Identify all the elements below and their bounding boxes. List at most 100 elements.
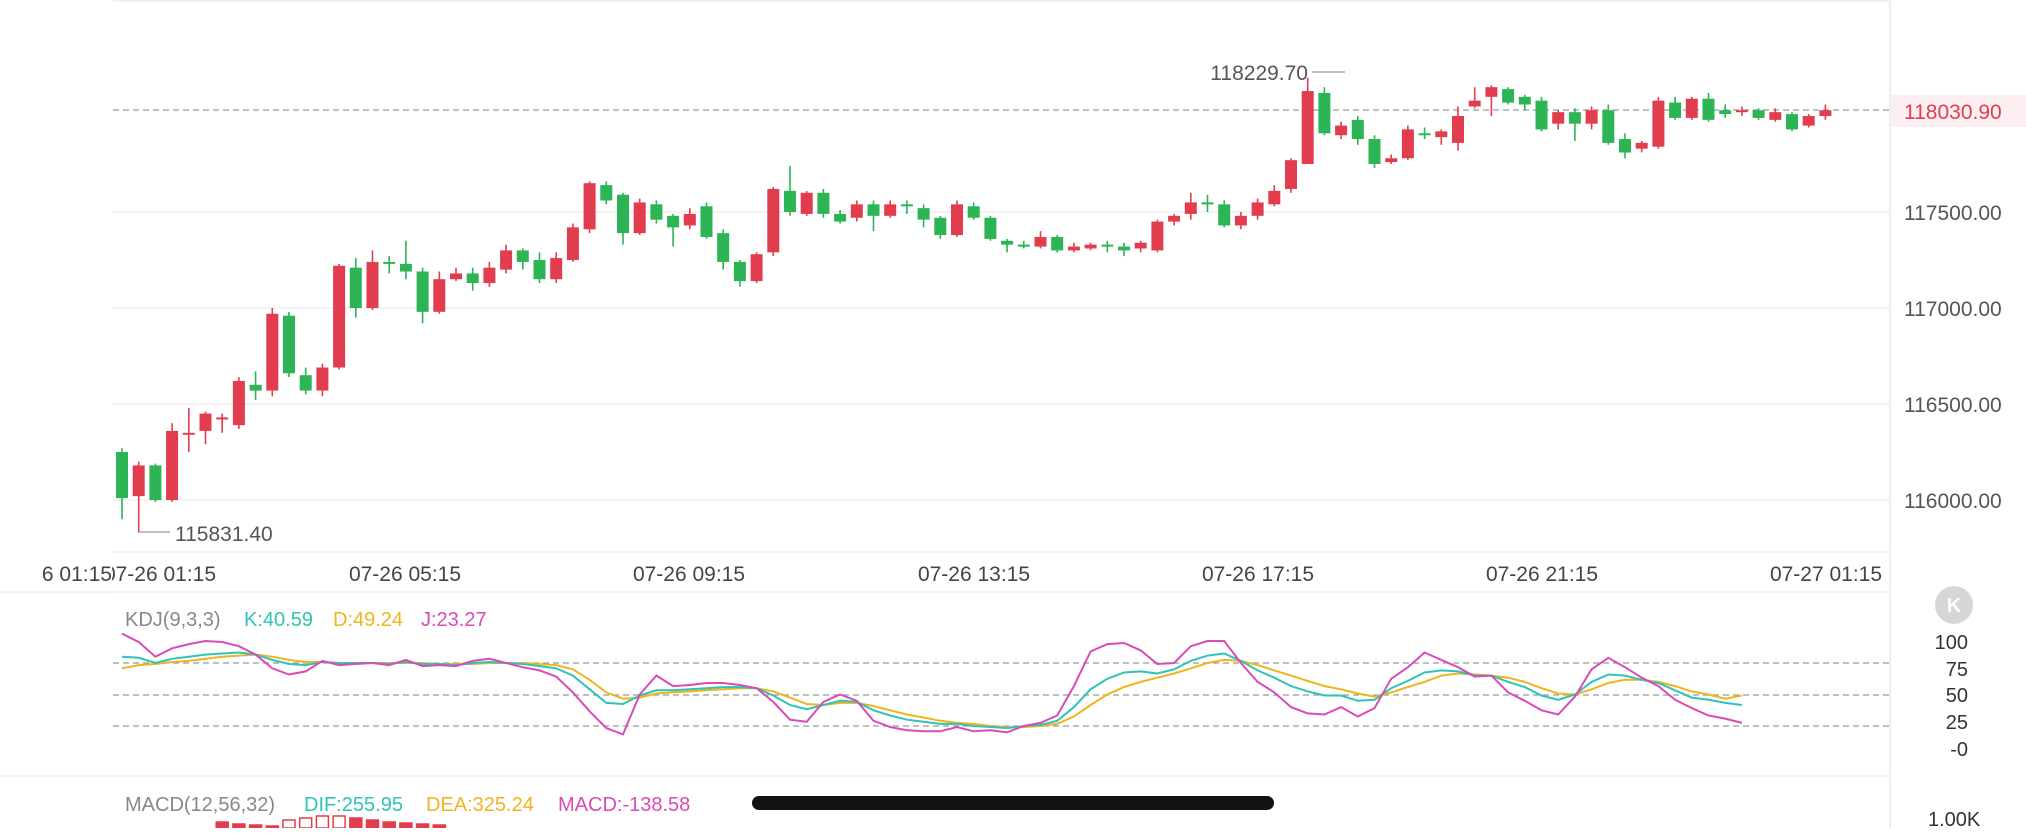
candle-down [1201, 202, 1214, 205]
candle-down [784, 190, 796, 212]
candle-up [1819, 110, 1832, 116]
candle-up [1769, 112, 1782, 120]
candle-up [1485, 87, 1498, 97]
candle-up [800, 192, 813, 214]
macd-dea-value: DEA:325.24 [426, 794, 534, 816]
high-price-label: 118229.70 [1210, 62, 1308, 85]
k-badge-glyph[interactable]: K [1947, 595, 1962, 617]
candle-up [1435, 131, 1448, 138]
candle-down [466, 273, 479, 284]
candle-down [817, 192, 830, 214]
kdj-tick: 100 [1935, 632, 1968, 654]
candle-down [1702, 98, 1715, 120]
candle-down [900, 204, 913, 207]
candle-down [650, 204, 663, 220]
kdj-d-value: D:49.24 [333, 609, 403, 631]
candle-up [1452, 116, 1464, 143]
candle-down [1568, 112, 1581, 124]
candle-up [1468, 100, 1481, 107]
low-price-label: 115831.40 [175, 523, 273, 546]
candle-down [533, 260, 546, 280]
candle-up [1685, 98, 1698, 118]
candle-up [1335, 125, 1348, 136]
candle-up [683, 213, 696, 226]
macd-histogram [215, 815, 447, 829]
candle-down [1218, 204, 1231, 226]
candle-up [1635, 142, 1648, 149]
candle-down [1619, 139, 1631, 153]
candle-up [1285, 160, 1297, 189]
candle-up [850, 204, 863, 218]
candle-up [550, 258, 563, 280]
candle-up [132, 465, 145, 497]
candle-up [767, 188, 780, 253]
macd-bar [332, 815, 346, 829]
kdj-tick: 50 [1946, 685, 1968, 707]
candle-up [316, 367, 329, 391]
candle-down [1368, 139, 1381, 164]
candle-down [299, 375, 312, 391]
candle-down [1001, 240, 1014, 245]
price-tick-label: 117500.00 [1904, 202, 2002, 225]
candle-down [249, 384, 262, 391]
time-axis: 07-26 01:15 07-26 05:15 07-26 09:15 07-2… [0, 563, 1890, 593]
candle-down [349, 267, 362, 308]
candle-down [834, 213, 847, 222]
candle-up [1067, 246, 1080, 251]
time-label: 07-26 01:15 [104, 563, 216, 586]
time-label: 07-26 13:15 [918, 563, 1030, 586]
candle-up [1585, 110, 1598, 124]
kdj-d-line [121, 653, 1743, 728]
kdj-tick: 75 [1946, 659, 1968, 681]
macd-title: MACD(12,56,32) [125, 794, 275, 816]
candle-up [232, 380, 245, 426]
kdj-tick: -0 [1950, 739, 1968, 761]
candle-down [700, 206, 713, 237]
kdj-j-line [121, 632, 1743, 736]
kdj-pane: KDJ(9,3,3) K:40.59 D:49.24 J:23.27 100 7… [0, 586, 1973, 775]
candle-down [600, 185, 613, 201]
candle-up [182, 432, 195, 435]
last-price-tag [1891, 95, 2026, 127]
candle-down [399, 263, 412, 272]
candle-down [1752, 110, 1765, 118]
price-tick-label: 116500.00 [1904, 394, 2002, 417]
candle-up [366, 261, 379, 308]
price-tick-label: 116000.00 [1904, 490, 2002, 513]
k-badge-icon[interactable]: K [1935, 586, 1973, 624]
candle-down [967, 206, 980, 218]
candle-down [1535, 100, 1548, 130]
macd-hist-value: MACD:-138.58 [558, 794, 690, 816]
macd-bar [382, 821, 396, 829]
candle-up [1234, 215, 1247, 226]
candle-down [617, 194, 629, 234]
candle-down [1351, 119, 1364, 140]
time-label: 07-27 01:15 [1770, 563, 1882, 586]
k-badge-circle[interactable] [1935, 586, 1973, 624]
candle-up [1652, 100, 1665, 147]
macd-bar [415, 823, 430, 829]
candle-down [1118, 246, 1130, 251]
candle-down [733, 261, 746, 282]
time-label-cropped: 6 01:15 [42, 563, 112, 586]
macd-bar [399, 822, 413, 829]
candle-down [383, 261, 396, 264]
candle-up [433, 279, 446, 312]
candle-up [633, 202, 646, 234]
candle-down [1017, 244, 1030, 247]
candle-down [116, 452, 128, 499]
candle-up [1034, 236, 1047, 247]
candle-up [884, 204, 897, 216]
candle-up [1735, 110, 1748, 113]
candle-down [1786, 114, 1798, 130]
price-tick-label: 117000.00 [1904, 298, 2002, 321]
candle-up [1134, 242, 1147, 249]
candlestick-series [116, 77, 1832, 533]
kdj-k-value: K:40.59 [244, 609, 313, 631]
macd-bar [215, 821, 229, 829]
candle-up [1385, 158, 1398, 163]
candle-up [1268, 190, 1281, 205]
candle-up [1251, 202, 1264, 216]
